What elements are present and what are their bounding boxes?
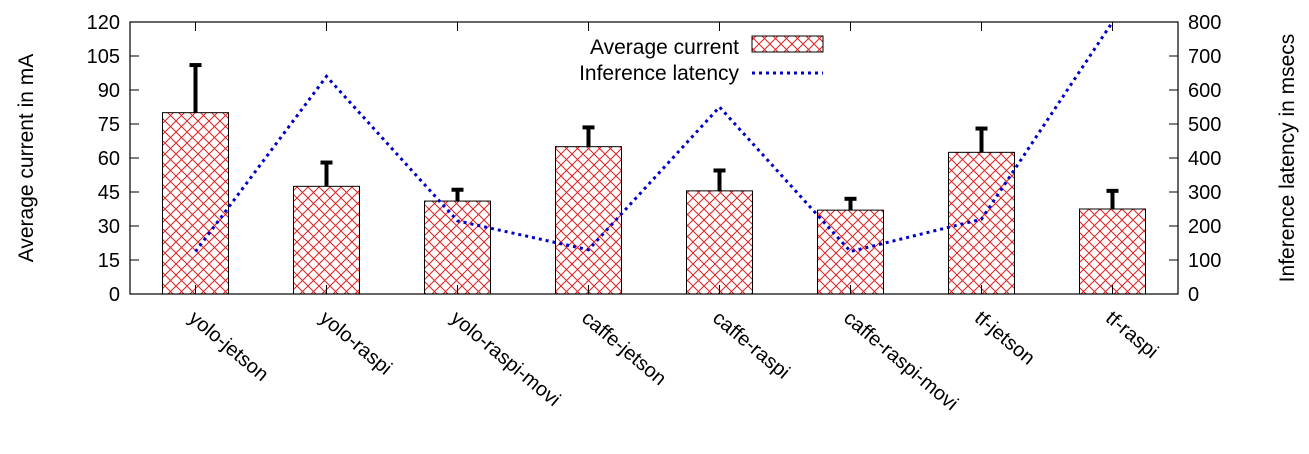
x-tick-label-yolo-jetson: yolo-jetson bbox=[184, 307, 272, 386]
bar-tf-raspi bbox=[1079, 208, 1146, 295]
bar-yolo-jetson bbox=[162, 112, 229, 295]
right-tick-label: 400 bbox=[1188, 148, 1221, 170]
left-tick-label: 105 bbox=[87, 46, 120, 68]
right-tick-label: 800 bbox=[1188, 12, 1221, 34]
right-axis-title: Inference latency in msecs bbox=[1276, 34, 1299, 283]
bar-yolo-raspi-movi bbox=[424, 200, 491, 295]
right-tick-label: 0 bbox=[1188, 284, 1199, 306]
left-tick-label: 30 bbox=[98, 216, 120, 238]
right-tick-label: 200 bbox=[1188, 216, 1221, 238]
bar-caffe-raspi-movi bbox=[817, 209, 884, 295]
left-tick-label: 45 bbox=[98, 182, 120, 204]
left-tick-label: 0 bbox=[109, 284, 120, 306]
series-line-inference-latency bbox=[194, 21, 1114, 254]
x-tick-label-caffe-jetson: caffe-jetson bbox=[577, 307, 670, 390]
x-tick-label-yolo-raspi-movi: yolo-raspi-movi bbox=[446, 307, 564, 411]
left-axis-title: Average current in mA bbox=[15, 54, 38, 263]
left-tick-label: 60 bbox=[98, 148, 120, 170]
legend-label-average-current: Average current bbox=[590, 36, 739, 59]
bars-layer bbox=[162, 112, 1146, 295]
error-bars-layer bbox=[189, 63, 1119, 211]
right-tick-label: 300 bbox=[1188, 182, 1221, 204]
x-tick-label-caffe-raspi-movi: caffe-raspi-movi bbox=[839, 307, 962, 415]
x-tick-label-tf-jetson: tf-jetson bbox=[970, 307, 1039, 370]
left-tick-label: 90 bbox=[98, 80, 120, 102]
right-tick-label: 600 bbox=[1188, 80, 1221, 102]
left-tick-label: 15 bbox=[98, 250, 120, 272]
right-tick-label: 500 bbox=[1188, 114, 1221, 136]
right-tick-label: 100 bbox=[1188, 250, 1221, 272]
x-tick-label-tf-raspi: tf-raspi bbox=[1101, 307, 1162, 363]
ticks-layer: 0 15 30 45 60 75 90 105 120 0 100 200 300 400 500 600 70… bbox=[87, 12, 1222, 306]
left-tick-label: 75 bbox=[98, 114, 120, 136]
x-tick-label-yolo-raspi: yolo-raspi bbox=[315, 307, 396, 380]
left-tick-label: 120 bbox=[87, 12, 120, 34]
bar-yolo-raspi bbox=[293, 185, 360, 295]
bar-caffe-raspi bbox=[686, 190, 753, 295]
labels-layer: yolo-jetson yolo-raspi yolo-raspi-movi caff… bbox=[184, 307, 1162, 415]
legend: Average current Inference latency bbox=[579, 35, 824, 85]
bar-tf-jetson bbox=[948, 151, 1015, 295]
right-tick-label: 700 bbox=[1188, 46, 1221, 68]
bar-caffe-jetson bbox=[555, 146, 622, 295]
legend-label-inference-latency: Inference latency bbox=[579, 62, 739, 85]
x-tick-label-caffe-raspi: caffe-raspi bbox=[708, 307, 793, 384]
legend-swatch-average-current bbox=[751, 35, 824, 53]
